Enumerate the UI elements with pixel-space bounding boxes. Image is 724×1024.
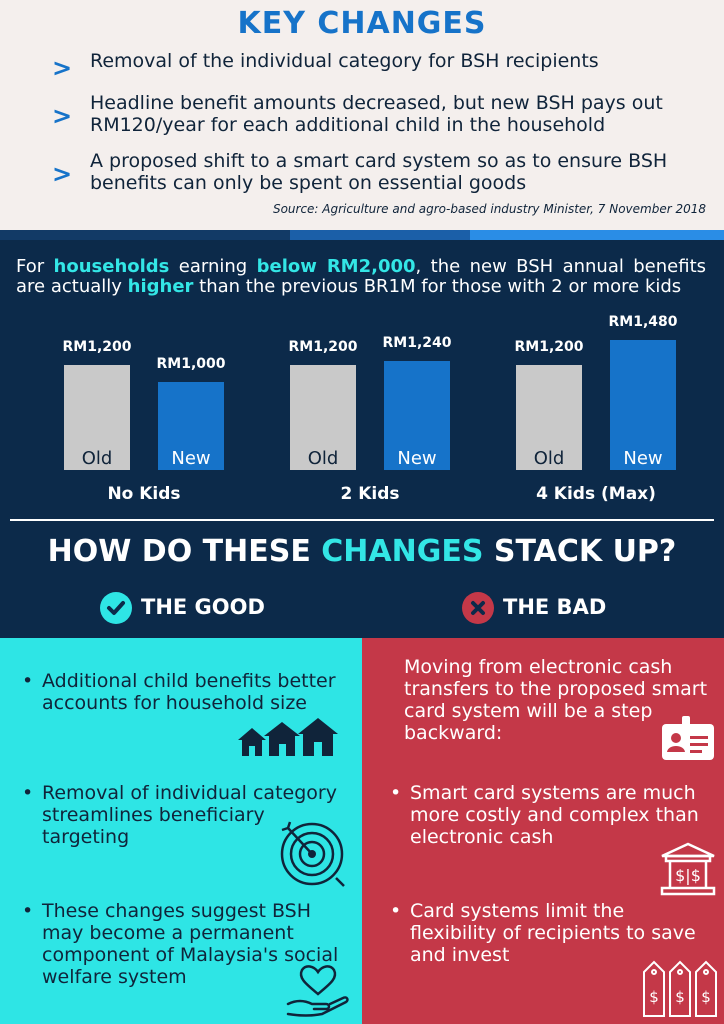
intro-part: than the previous BR1M for those with 2 … [193,276,682,297]
source-note: Source: Agriculture and agro-based indus… [272,202,706,216]
bullet-dot: • [22,782,34,804]
bullet-dot: • [390,782,402,804]
bar-value-label: RM1,200 [62,339,132,355]
bar-value-label: RM1,200 [514,339,584,355]
bar-label: Old [81,448,113,469]
chevron-right-icon: > [52,54,73,82]
check-circle-icon [100,592,132,624]
bad-item-text: Card systems limit the flexibility of re… [410,900,696,966]
stripe-segment [0,230,290,240]
bar-value-label: RM1,240 [382,335,452,351]
heart-hand-icon [286,965,349,1017]
svg-text:$: $ [701,988,711,1006]
stack-title-highlight: CHANGES [321,534,484,569]
key-change-text: A proposed shift to a smart card system … [90,150,668,194]
good-heading: THE GOOD [141,595,265,619]
bad-intro-text: Moving from electronic cash transfers to… [404,656,708,744]
bar-value-label: RM1,200 [288,339,358,355]
intro-highlight: below RM2,000 [256,256,416,277]
x-circle-icon [462,592,494,624]
bar-value-label: RM1,000 [156,356,226,372]
svg-text:$|$: $|$ [675,866,701,885]
id-card-icon [662,716,714,760]
new-bar: New [384,361,450,470]
divider [10,519,714,521]
stripe-segment [470,230,724,240]
category-label: 2 Kids [340,484,400,504]
houses-icon [238,718,338,756]
bad-heading: THE BAD [503,595,607,619]
bullet-dot: • [22,900,34,922]
intro-text: For households earning below RM2,000, th… [16,257,706,297]
stack-title-part: HOW DO THESE [47,534,322,569]
bar-label: Old [307,448,339,469]
bar-value-label: RM1,480 [608,314,678,330]
intro-highlight: higher [127,276,194,297]
new-bar: New [158,382,224,470]
bar-label: New [623,448,663,469]
key-changes-title: KEY CHANGES [237,6,487,41]
stack-up-title: HOW DO THESE CHANGES STACK UP? [0,534,724,569]
old-bar: Old [64,365,130,470]
old-bar: Old [290,365,356,470]
price-tags-icon: $ $ $ [643,960,717,1017]
good-panel: • Additional child benefits better accou… [0,638,362,1024]
category-label: No Kids [107,484,181,504]
bad-panel: Moving from electronic cash transfers to… [362,638,724,1024]
bar-label: Old [533,448,565,469]
key-change-text: Headline benefit amounts decreased, but … [90,92,663,136]
key-changes-section: KEY CHANGES > Removal of the individual … [0,0,724,230]
bad-item-text: Smart card systems are much more costly … [410,782,699,848]
stack-title-part: STACK UP? [483,534,677,569]
benefits-bar-chart: Old RM1,200 New RM1,000 Old RM1,200 New RM1,240… [0,314,724,520]
bank-icon: $|$ [660,842,716,896]
chevron-right-icon: > [52,102,73,130]
new-bar: New [610,340,676,470]
good-item-text: These changes suggest BSH may become a p… [42,900,339,988]
key-change-text: Removal of the individual category for B… [90,50,599,72]
intro-part: earning [169,256,257,277]
chevron-right-icon: > [52,160,73,188]
intro-part: , the new BSH annual benefits are actual… [16,256,706,297]
color-stripe [0,230,724,240]
bar-label: New [397,448,437,469]
svg-text:$: $ [675,988,685,1006]
bar-label: New [171,448,211,469]
good-item-text: Removal of individual category streamlin… [42,782,337,848]
svg-text:$: $ [649,988,659,1006]
good-item-text: Additional child benefits better account… [42,670,336,714]
target-icon [280,821,345,887]
intro-highlight: households [53,256,170,277]
intro-part: For [16,256,54,277]
bullet-dot: • [390,900,402,922]
bullet-dot: • [22,670,34,692]
category-label: 4 Kids (Max) [536,484,656,504]
old-bar: Old [516,365,582,470]
